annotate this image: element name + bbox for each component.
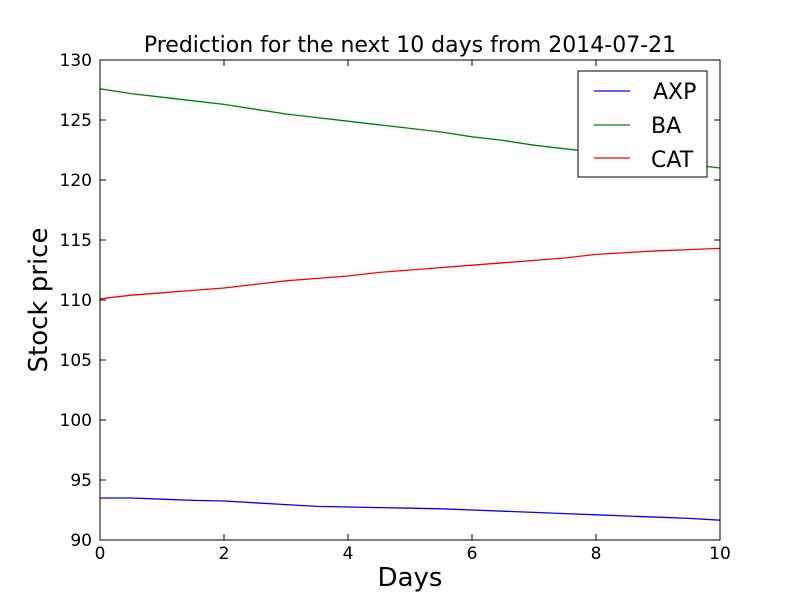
legend-label-cat: CAT bbox=[651, 148, 694, 173]
y-tick-label: 90 bbox=[70, 531, 92, 551]
y-tick-label: 130 bbox=[60, 51, 92, 71]
x-tick-label: 6 bbox=[467, 544, 478, 564]
x-tick-label: 2 bbox=[219, 544, 230, 564]
y-tick-label: 120 bbox=[60, 171, 92, 191]
y-tick-label: 110 bbox=[60, 291, 92, 311]
y-axis-label: Stock price bbox=[24, 228, 54, 373]
x-tick-label: 4 bbox=[343, 544, 354, 564]
y-tick-label: 95 bbox=[70, 471, 92, 491]
legend-label-ba: BA bbox=[651, 114, 681, 139]
chart-title: Prediction for the next 10 days from 201… bbox=[144, 33, 676, 58]
x-tick-label: 0 bbox=[95, 544, 106, 564]
x-tick-label: 8 bbox=[591, 544, 602, 564]
legend: AXP BA CAT bbox=[577, 70, 708, 178]
ticks-layer: 0 2 4 6 8 10 90 95 100 105 110 115 120 125 130 bbox=[60, 51, 731, 564]
legend-box bbox=[577, 70, 708, 178]
series-line-cat bbox=[99, 247, 721, 300]
y-tick-label: 115 bbox=[60, 231, 92, 251]
series-line-axp bbox=[100, 497, 721, 521]
legend-label-axp: AXP bbox=[653, 80, 696, 105]
y-tick-label: 125 bbox=[60, 111, 92, 131]
x-axis-label: Days bbox=[378, 563, 443, 593]
y-tick-label: 105 bbox=[60, 351, 92, 371]
y-tick-label: 100 bbox=[60, 411, 92, 431]
x-tick-label: 10 bbox=[709, 544, 731, 564]
